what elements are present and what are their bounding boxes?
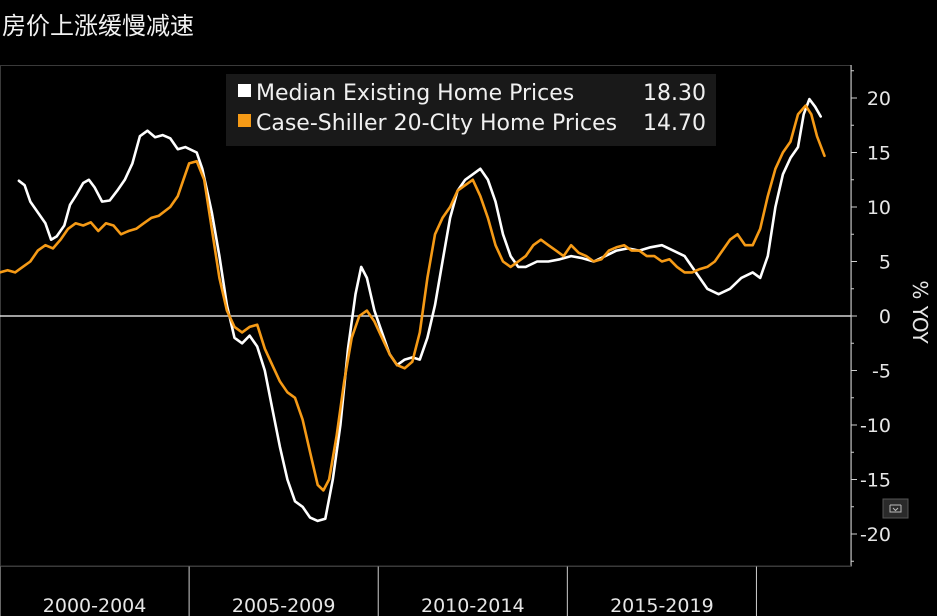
series-line-case-shiller-20-city (0, 104, 826, 492)
legend-swatch (238, 84, 251, 97)
legend-entry-name: Case-Shiller 20-CIty Home Prices (256, 111, 617, 136)
y-tick-label: 20 (867, 88, 891, 110)
chevron-down-icon (889, 504, 902, 513)
y-tick-label: 5 (879, 252, 891, 274)
y-tick-label: -5 (872, 361, 891, 383)
x-tick-label: 2005-2009 (232, 595, 336, 616)
x-tick-label: 2015-2019 (610, 595, 714, 616)
x-tick-label: 2010-2014 (421, 595, 525, 616)
y-tick-label: -15 (860, 470, 891, 492)
legend-box (226, 74, 716, 146)
series-line-median-existing-home-prices (17, 97, 822, 523)
chart-menu-widget[interactable] (882, 498, 909, 519)
x-tick-label: 2000-2004 (43, 595, 147, 616)
chart-menu-box (882, 498, 909, 519)
y-axis-label: % YOY (908, 280, 932, 344)
y-tick-label: 15 (867, 143, 891, 165)
legend-entry-value: 14.70 (643, 111, 706, 136)
legend-entry-name: Median Existing Home Prices (256, 81, 574, 106)
y-tick-label: 0 (879, 306, 891, 328)
chart-title: 房价上涨缓慢减速 (2, 12, 194, 40)
y-tick-label: 10 (867, 197, 891, 219)
legend-entry-value: 18.30 (643, 81, 706, 106)
legend: Median Existing Home Prices 18.30 Case-Shi… (226, 74, 716, 146)
y-tick-label: -10 (860, 415, 891, 437)
y-tick-label: -20 (860, 524, 891, 546)
legend-swatch (238, 114, 251, 127)
